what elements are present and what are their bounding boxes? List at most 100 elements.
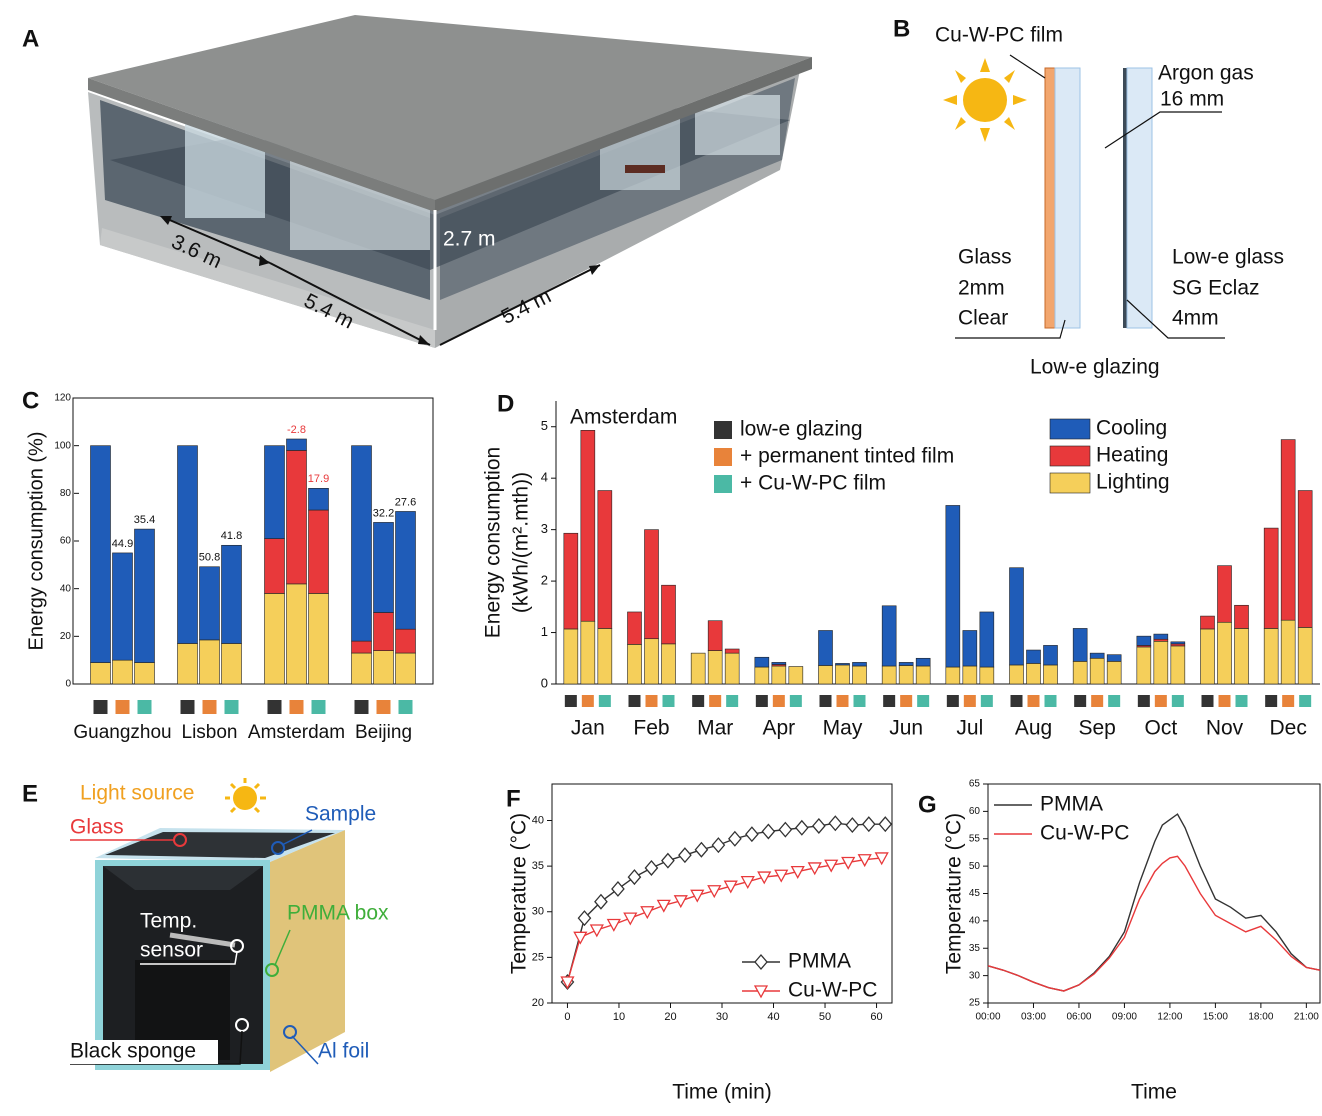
label: PMMA box <box>287 902 389 925</box>
panel-letter: E <box>22 780 38 807</box>
bar-segment <box>707 650 723 685</box>
bar-segment <box>1136 646 1152 685</box>
data-label: 41.8 <box>221 530 242 542</box>
bar-segment <box>754 656 770 668</box>
bar-segment <box>898 662 914 666</box>
bar-segment <box>351 652 372 685</box>
label: 4mm <box>1172 307 1219 330</box>
bar-segment <box>1297 490 1313 628</box>
group-icon <box>755 695 768 707</box>
bar-segment <box>1089 652 1105 659</box>
bar-segment <box>1153 633 1169 640</box>
point-marker <box>828 815 843 832</box>
label: 16 mm <box>1160 88 1224 111</box>
y-tick-label: 20 <box>60 631 72 642</box>
bar-segment <box>1217 621 1232 685</box>
label: Light source <box>80 782 194 805</box>
bar-segment <box>979 611 995 668</box>
legend-label: Cu-W-PC <box>1040 822 1129 845</box>
panel-letter: B <box>893 15 910 42</box>
y-tick-label: 45 <box>969 888 981 899</box>
bar-segment <box>754 666 770 685</box>
bar-segment <box>1026 663 1041 685</box>
bar-segment <box>112 659 133 685</box>
bar-segment <box>373 522 394 613</box>
group-icon <box>224 700 239 714</box>
legend-swatch <box>714 448 732 466</box>
legend-swatch <box>714 475 732 493</box>
x-tick-label: 10 <box>613 1011 625 1023</box>
bar-segment <box>373 612 394 651</box>
bar-segment <box>1043 664 1058 685</box>
bar-segment <box>134 528 155 663</box>
group-icon <box>980 695 993 707</box>
x-tick-label: Dec <box>1269 717 1306 740</box>
y-tick-label: 50 <box>969 861 981 872</box>
bar-segment <box>707 620 723 651</box>
group-icon <box>1074 695 1087 707</box>
group-icon <box>1091 695 1104 707</box>
bar-segment <box>881 605 897 667</box>
group-icon <box>662 695 675 707</box>
x-tick-label: Sep <box>1078 717 1115 740</box>
point-marker <box>745 826 759 843</box>
group-icon <box>917 695 930 707</box>
bar-segment <box>395 511 416 630</box>
bar-segment <box>112 552 133 661</box>
bar-segment <box>286 438 307 451</box>
point-marker <box>560 976 575 990</box>
series-line <box>987 813 1321 992</box>
y-axis-label: Energy consumption (%) <box>25 432 47 651</box>
y-tick-label: 30 <box>532 906 544 918</box>
bar-segment <box>771 662 787 665</box>
point-marker <box>757 871 772 885</box>
point-marker <box>573 931 588 945</box>
x-tick-label: 03:00 <box>1021 1012 1046 1023</box>
bar-segment <box>1200 615 1215 630</box>
data-label: 35.4 <box>134 514 155 526</box>
bar-segment <box>945 505 961 668</box>
bar-segment <box>1043 645 1058 666</box>
y-tick-label: 60 <box>969 806 981 817</box>
x-tick-label: Apr <box>762 717 795 740</box>
data-label: 27.6 <box>395 496 416 508</box>
y-tick-label: 0 <box>541 675 548 690</box>
y-tick-label: 40 <box>969 916 981 927</box>
bar-segment <box>1072 661 1088 685</box>
bar-segment <box>199 639 220 685</box>
bar-segment <box>788 666 804 685</box>
bar-segment <box>134 662 155 685</box>
group-icon <box>883 695 896 707</box>
point-marker <box>611 880 625 897</box>
x-tick-label: Mar <box>697 717 733 740</box>
bar-segment <box>580 430 596 622</box>
label: Black sponge <box>70 1040 196 1063</box>
dimension-label: 2.7 m <box>443 228 496 251</box>
point-marker <box>811 817 826 834</box>
y-tick-label: 25 <box>969 998 981 1009</box>
y-tick-label: 35 <box>969 943 981 954</box>
bar-segment <box>264 538 285 594</box>
y-tick-label: 5 <box>541 418 548 433</box>
point-marker <box>627 869 642 886</box>
point-marker <box>845 817 860 834</box>
bar-segment <box>644 529 659 640</box>
bar-segment <box>563 628 579 685</box>
label: sensor <box>140 939 203 962</box>
x-tick-label: 00:00 <box>975 1012 1000 1023</box>
legend-label: PMMA <box>788 950 851 973</box>
legend-swatch <box>714 421 732 439</box>
y-tick-label: 0 <box>65 679 71 690</box>
bar-segment <box>1009 567 1024 666</box>
bar-segment <box>90 662 111 685</box>
group-icon <box>93 700 108 714</box>
point-marker <box>707 885 722 899</box>
point-marker <box>878 816 893 833</box>
y-tick-label: 4 <box>541 470 548 485</box>
x-tick-label: Aug <box>1015 717 1052 740</box>
point-marker <box>577 910 592 927</box>
legend-swatch <box>1049 418 1091 440</box>
point-marker <box>678 847 692 864</box>
